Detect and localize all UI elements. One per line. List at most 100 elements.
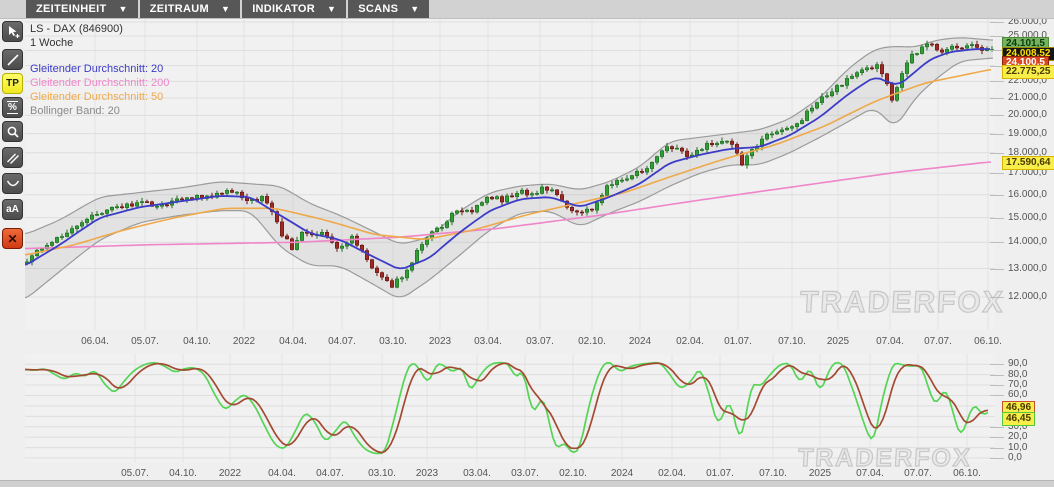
bottom-edge-bar [0,480,1054,487]
text-tool-button[interactable]: aA [2,199,23,220]
menu-scans[interactable]: SCANS ▼ [348,0,430,18]
date-axis-label: 04.10. [169,468,197,479]
date-axis-label: 06.10. [974,336,1002,347]
menubar: ZEITEINHEIT ▼ ZEITRAUM ▼ INDIKATOR ▼ SCA… [0,0,1054,19]
date-axis-label: 03.07. [526,336,554,347]
price-tick [990,242,1004,243]
price-axis-label: 26.000,0 [1008,16,1047,27]
chevron-down-icon: ▼ [118,4,128,14]
arc-icon [6,177,20,191]
date-axis-label: 02.10. [578,336,606,347]
price-axis-label: 25.000,0 [1008,30,1047,41]
price-tick [990,81,1004,82]
oscillator-tick [990,385,1004,386]
price-axis-label: 18.000,0 [1008,147,1047,158]
date-axis-label: 04.07. [328,336,356,347]
oscillator-axis-label: 20,0 [1008,431,1028,442]
menu-zeitraum[interactable]: ZEITRAUM ▼ [139,0,241,18]
date-axis-label: 04.10. [183,336,211,347]
oscillator-axis-label: 30,0 [1008,421,1028,432]
date-axis-label: 2023 [415,468,439,479]
oscillator-axis-label: 80,0 [1008,369,1028,380]
date-axis-label: 07.04. [856,468,884,479]
oscillator-tick [990,395,1004,396]
date-axis-label: 03.07. [511,468,539,479]
date-axis-label: 2025 [808,468,832,479]
price-axis-label: 15.000,0 [1008,212,1047,223]
price-tick [990,22,1004,23]
date-axis-label: 02.10. [559,468,587,479]
price-tick [990,115,1004,116]
menu-label: SCANS [358,3,399,15]
date-axis-label: 2022 [232,336,256,347]
date-axis-label: 2025 [826,336,850,347]
oscillator-axis-label: 0,0 [1008,452,1022,463]
menu-label: INDIKATOR [252,3,315,15]
main-price-chart[interactable] [25,18,995,330]
price-axis-label: 12.000,0 [1008,291,1047,302]
oscillator-axis-label: 60,0 [1008,389,1028,400]
date-axis-label: 02.04. [658,468,686,479]
date-axis-label: 06.10. [953,468,981,479]
date-axis-label: 07.10. [759,468,787,479]
percent-icon: % [7,101,18,114]
date-axis-label: 05.07. [131,336,159,347]
chevron-down-icon: ▼ [410,4,420,14]
chevron-down-icon: ▼ [327,4,337,14]
parallel-lines-tool-button[interactable] [2,147,23,168]
close-tool-button[interactable]: ✕ [2,228,23,249]
stochastic-oscillator-chart[interactable] [25,354,995,462]
legend-gd20: Gleitender Durchschnitt: 20 [30,63,164,75]
text-tool-label: aA [6,204,19,215]
price-axis-label: 16.000,0 [1008,189,1047,200]
price-tick [990,153,1004,154]
date-axis-label: 2023 [428,336,452,347]
legend-bollinger: Bollinger Band: 20 [30,105,120,117]
legend-gd200: Gleitender Durchschnitt: 200 [30,77,170,89]
price-tick [990,218,1004,219]
date-axis-label: 01.07. [706,468,734,479]
pointer-tool-button[interactable] [2,21,23,42]
date-axis-label: 2024 [628,336,652,347]
close-icon: ✕ [7,231,18,246]
percent-tool-button[interactable]: % [2,97,23,118]
date-axis-label: 03.10. [368,468,396,479]
price-badge: 22.775,25 [1002,65,1054,79]
price-tick [990,66,1004,67]
date-axis-label: 2022 [218,468,242,479]
pointer-icon [6,25,20,39]
price-tick [990,134,1004,135]
oscillator-tick [990,364,1004,365]
traderfox-watermark: TRADERFOX [799,285,1007,319]
date-axis-label: 03.10. [379,336,407,347]
chart-legend: LS - DAX (846900) 1 Woche Gleitender Dur… [30,22,169,118]
tp-tool-button[interactable]: TP [2,73,23,94]
zoom-tool-button[interactable] [2,121,23,142]
date-axis-label: 06.04. [81,336,109,347]
price-badge: 17.590,64 [1002,156,1054,170]
price-axis-label: 21.000,0 [1008,92,1047,103]
date-axis-label: 04.07. [316,468,344,479]
price-tick [990,50,1004,51]
instrument-title: LS - DAX (846900) [30,23,123,35]
date-axis-label: 02.04. [676,336,704,347]
timeframe-label: 1 Woche [30,37,74,49]
parallel-lines-icon [6,151,20,165]
legend-gd50: Gleitender Durchschnitt: 50 [30,91,164,103]
oscillator-tick [990,437,1004,438]
price-tick [990,98,1004,99]
menu-zeiteinheit[interactable]: ZEITEINHEIT ▼ [26,0,138,18]
price-tick [990,269,1004,270]
oscillator-tick [990,427,1004,428]
date-axis-label: 07.04. [876,336,904,347]
menu-indikator[interactable]: INDIKATOR ▼ [242,0,347,18]
chevron-down-icon: ▼ [220,4,231,14]
price-axis-label: 22.000,0 [1008,75,1047,86]
trendline-tool-button[interactable] [2,49,23,70]
oscillator-tick [990,458,1004,459]
price-badge: 46,45 [1002,412,1036,426]
date-axis-label: 07.07. [924,336,952,347]
arc-tool-button[interactable] [2,173,23,194]
price-tick [990,297,1004,298]
trendline-icon [6,53,20,67]
